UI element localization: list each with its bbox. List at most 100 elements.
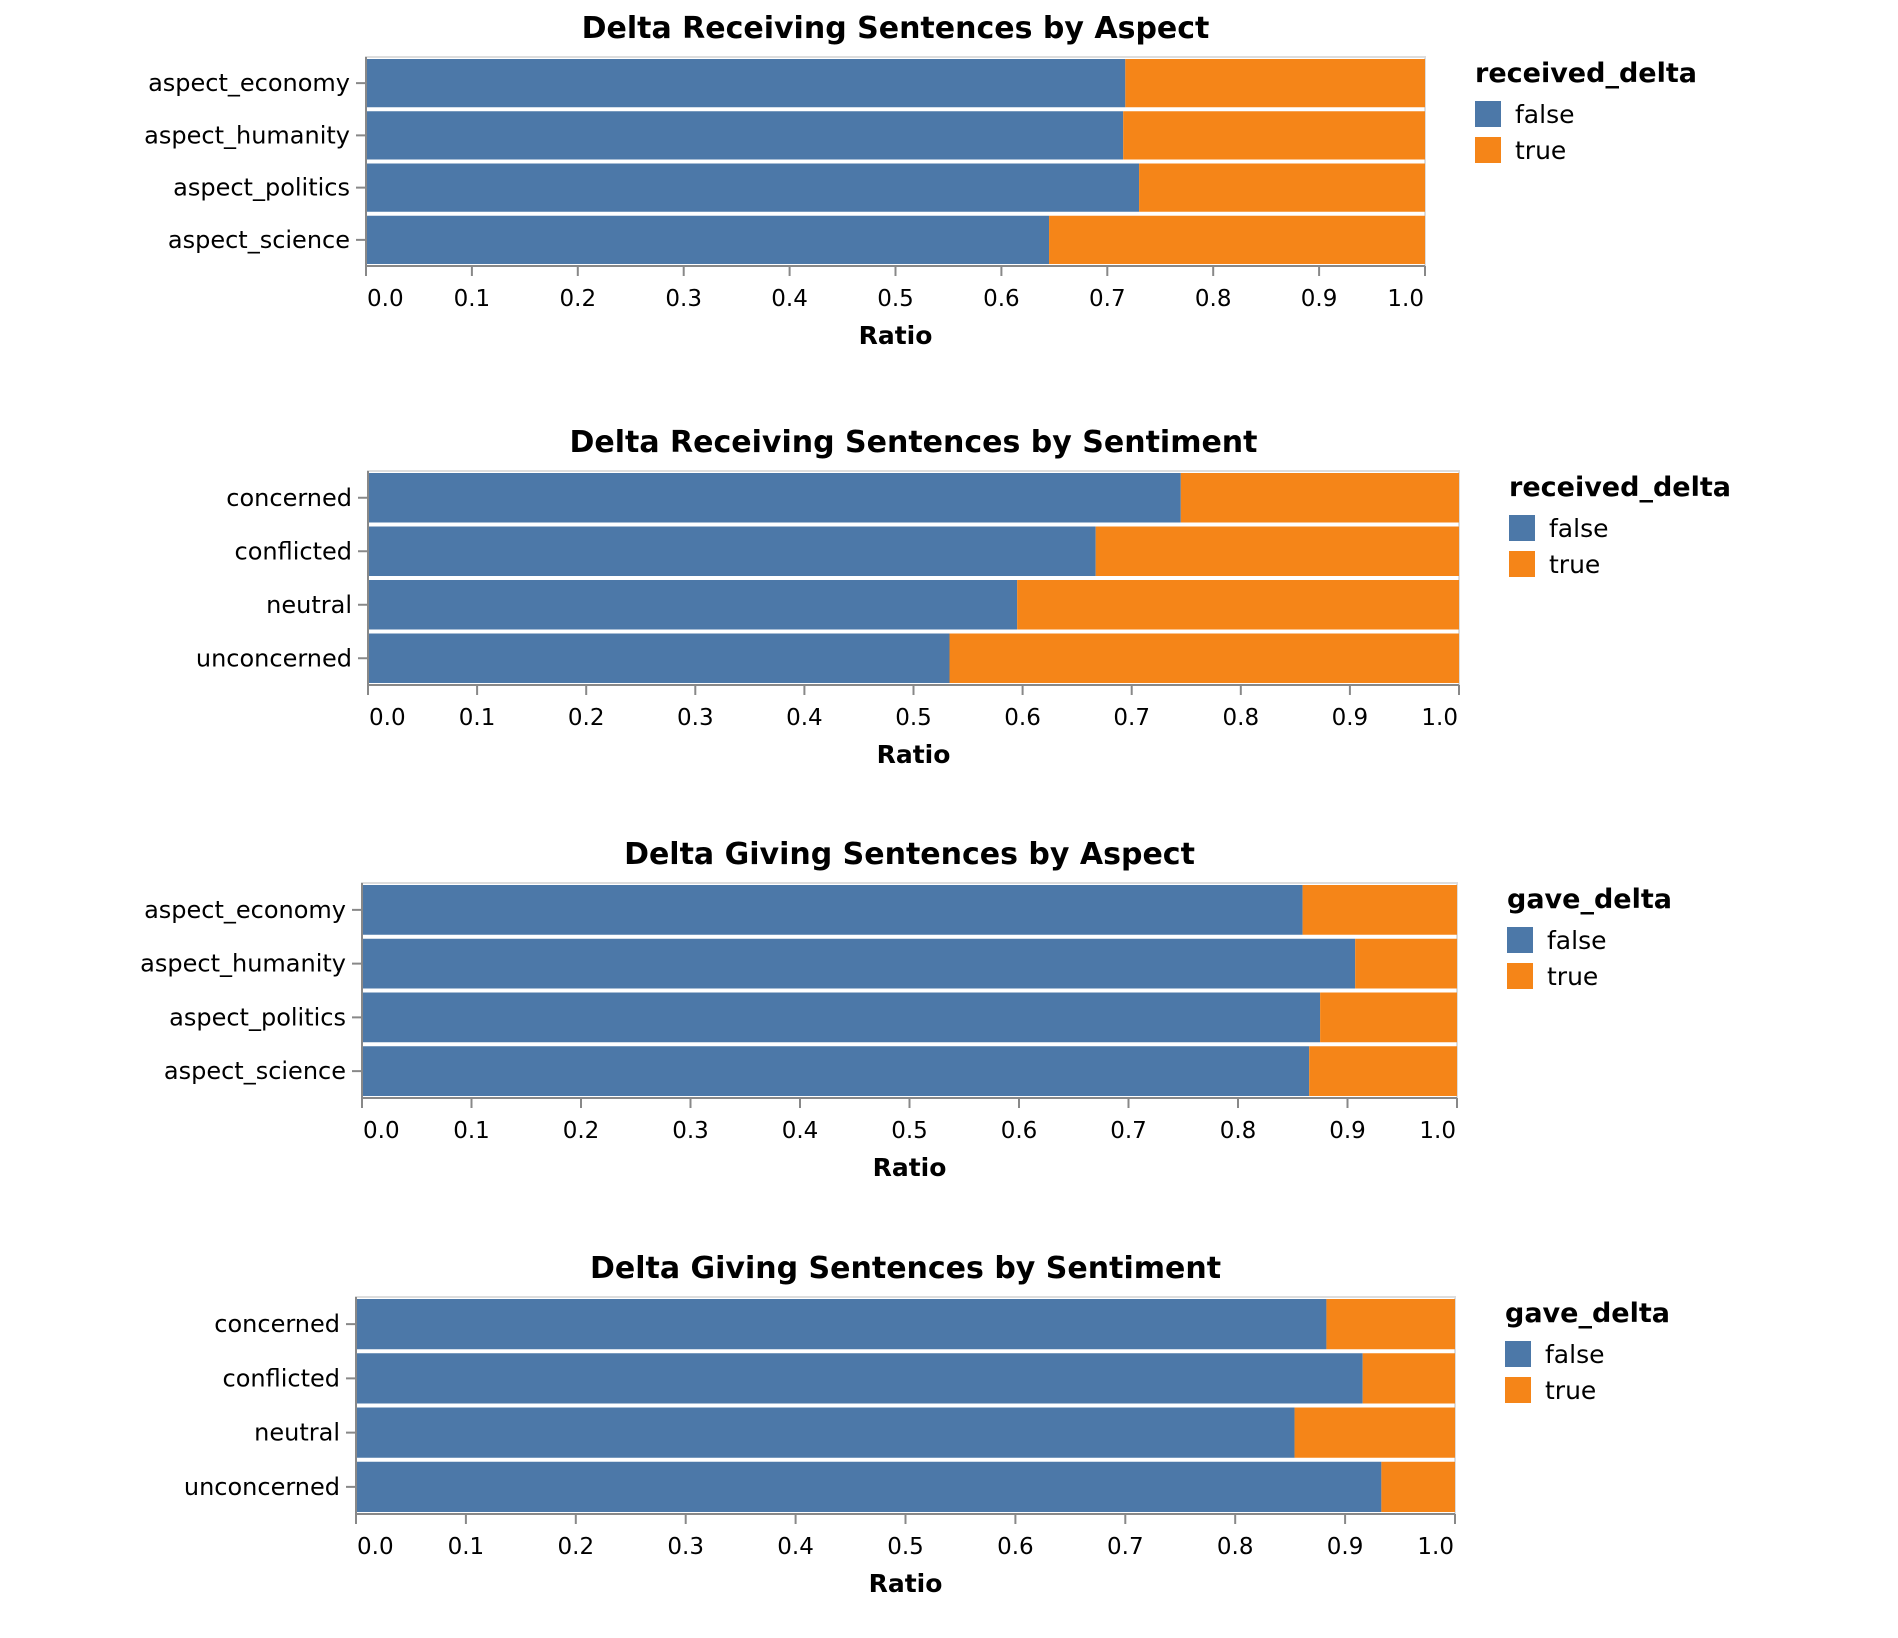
x-tick-label: 0.9 bbox=[1332, 705, 1369, 731]
x-tick-label: 0.5 bbox=[887, 1534, 924, 1560]
x-tick-label: 1.0 bbox=[1421, 705, 1458, 731]
x-tick-label: 0.1 bbox=[454, 286, 491, 312]
x-tick-label: 0.2 bbox=[563, 1118, 600, 1144]
bar-neutral-false bbox=[356, 1407, 1295, 1458]
bar-unconcerned-true bbox=[1381, 1461, 1455, 1512]
y-tick-label: aspect_politics bbox=[169, 1003, 346, 1031]
legend-label-true: true bbox=[1549, 550, 1600, 579]
bar-aspect_humanity-true bbox=[1355, 938, 1457, 989]
bar-aspect_politics-true bbox=[1320, 992, 1457, 1043]
chart-1: Delta Receiving Sentences by Aspect aspec… bbox=[144, 11, 1697, 350]
chart-3: Delta Giving Sentences by Aspect aspect_e… bbox=[140, 837, 1672, 1182]
bar-unconcerned-true bbox=[949, 633, 1459, 683]
legend-label-false: false bbox=[1515, 100, 1574, 129]
x-axis-title: Ratio bbox=[859, 321, 933, 350]
legend-label-false: false bbox=[1545, 1340, 1604, 1369]
legend-swatch-false bbox=[1507, 927, 1533, 953]
legend-swatch-false bbox=[1505, 1341, 1531, 1367]
bar-neutral-true bbox=[1017, 580, 1459, 630]
x-tick-label: 0.3 bbox=[677, 705, 714, 731]
y-tick-label: aspect_economy bbox=[148, 69, 350, 97]
bar-aspect_economy-false bbox=[366, 59, 1126, 108]
x-tick-label: 0.3 bbox=[667, 1534, 704, 1560]
x-tick-label: 0.7 bbox=[1107, 1534, 1144, 1560]
y-tick-label: aspect_economy bbox=[144, 896, 346, 924]
legend-label-true: true bbox=[1545, 1376, 1596, 1405]
legend-label-true: true bbox=[1515, 136, 1566, 165]
x-tick-label: 0.9 bbox=[1327, 1534, 1364, 1560]
x-tick-label: 1.0 bbox=[1417, 1534, 1454, 1560]
x-tick-label: 0.6 bbox=[997, 1534, 1034, 1560]
legend-swatch-false bbox=[1475, 101, 1501, 127]
bar-aspect_science-true bbox=[1049, 215, 1425, 264]
bar-unconcerned-false bbox=[368, 633, 950, 683]
y-tick-label: concerned bbox=[214, 1310, 340, 1338]
bar-aspect_politics-true bbox=[1139, 163, 1425, 212]
x-tick-label: 0.1 bbox=[459, 705, 496, 731]
legend-title: gave_delta bbox=[1505, 1298, 1670, 1329]
x-tick-label: 0.8 bbox=[1195, 286, 1232, 312]
bar-aspect_politics-false bbox=[362, 992, 1321, 1043]
x-tick-label: 0.6 bbox=[1001, 1118, 1038, 1144]
bar-concerned-false bbox=[356, 1299, 1327, 1350]
y-tick-label: unconcerned bbox=[196, 644, 352, 672]
y-tick-label: aspect_science bbox=[168, 226, 350, 254]
y-tick-label: concerned bbox=[226, 484, 352, 512]
y-tick-label: unconcerned bbox=[184, 1473, 340, 1501]
bar-concerned-true bbox=[1180, 473, 1459, 523]
bar-aspect_science-false bbox=[366, 215, 1050, 264]
x-tick-label: 0.2 bbox=[560, 286, 597, 312]
x-tick-label: 0.4 bbox=[782, 1118, 819, 1144]
chart-title: Delta Giving Sentences by Aspect bbox=[624, 837, 1195, 872]
x-tick-label: 0.0 bbox=[367, 286, 404, 312]
x-axis-title: Ratio bbox=[873, 1153, 947, 1182]
legend-swatch-true bbox=[1505, 1377, 1531, 1403]
x-tick-label: 0.2 bbox=[558, 1534, 595, 1560]
y-tick-label: neutral bbox=[266, 591, 352, 619]
x-tick-label: 0.0 bbox=[357, 1534, 394, 1560]
x-tick-label: 0.8 bbox=[1217, 1534, 1254, 1560]
legend-swatch-false bbox=[1509, 515, 1535, 541]
bar-conflicted-false bbox=[356, 1353, 1363, 1404]
bar-aspect_economy-true bbox=[1125, 59, 1425, 108]
legend-label-false: false bbox=[1547, 926, 1606, 955]
x-tick-label: 0.6 bbox=[983, 286, 1020, 312]
bar-aspect_economy-true bbox=[1302, 885, 1457, 935]
x-tick-label: 0.9 bbox=[1329, 1118, 1366, 1144]
legend-title: gave_delta bbox=[1507, 884, 1672, 915]
chart-title: Delta Receiving Sentences by Aspect bbox=[582, 11, 1210, 46]
bar-aspect_humanity-false bbox=[362, 938, 1356, 989]
x-tick-label: 0.4 bbox=[777, 1534, 814, 1560]
x-axis-title: Ratio bbox=[877, 740, 951, 769]
y-tick-label: aspect_science bbox=[164, 1057, 346, 1085]
legend-title: received_delta bbox=[1475, 58, 1697, 89]
x-tick-label: 0.0 bbox=[369, 705, 406, 731]
x-tick-label: 0.8 bbox=[1220, 1118, 1257, 1144]
x-tick-label: 0.3 bbox=[665, 286, 702, 312]
x-tick-label: 0.3 bbox=[672, 1118, 709, 1144]
x-tick-label: 0.4 bbox=[771, 286, 808, 312]
x-tick-label: 0.6 bbox=[1004, 705, 1041, 731]
x-tick-label: 0.0 bbox=[363, 1118, 400, 1144]
x-tick-label: 0.1 bbox=[453, 1118, 490, 1144]
bar-aspect_economy-false bbox=[362, 885, 1303, 935]
chart-title: Delta Giving Sentences by Sentiment bbox=[590, 1251, 1221, 1286]
bar-aspect_science-false bbox=[362, 1046, 1310, 1096]
bar-neutral-true bbox=[1294, 1407, 1455, 1458]
bar-neutral-false bbox=[368, 580, 1018, 630]
x-tick-label: 0.4 bbox=[786, 705, 823, 731]
bar-aspect_humanity-true bbox=[1123, 111, 1425, 160]
x-tick-label: 0.1 bbox=[448, 1534, 485, 1560]
y-tick-label: conflicted bbox=[223, 1364, 340, 1392]
bar-concerned-false bbox=[368, 473, 1181, 523]
y-tick-label: conflicted bbox=[235, 537, 352, 565]
legend-swatch-true bbox=[1475, 137, 1501, 163]
y-tick-label: neutral bbox=[254, 1419, 340, 1447]
x-axis-title: Ratio bbox=[869, 1569, 943, 1598]
legend-title: received_delta bbox=[1509, 472, 1731, 503]
legend-swatch-true bbox=[1507, 963, 1533, 989]
x-tick-label: 0.5 bbox=[891, 1118, 928, 1144]
x-tick-label: 0.7 bbox=[1089, 286, 1126, 312]
y-tick-label: aspect_humanity bbox=[140, 950, 346, 978]
